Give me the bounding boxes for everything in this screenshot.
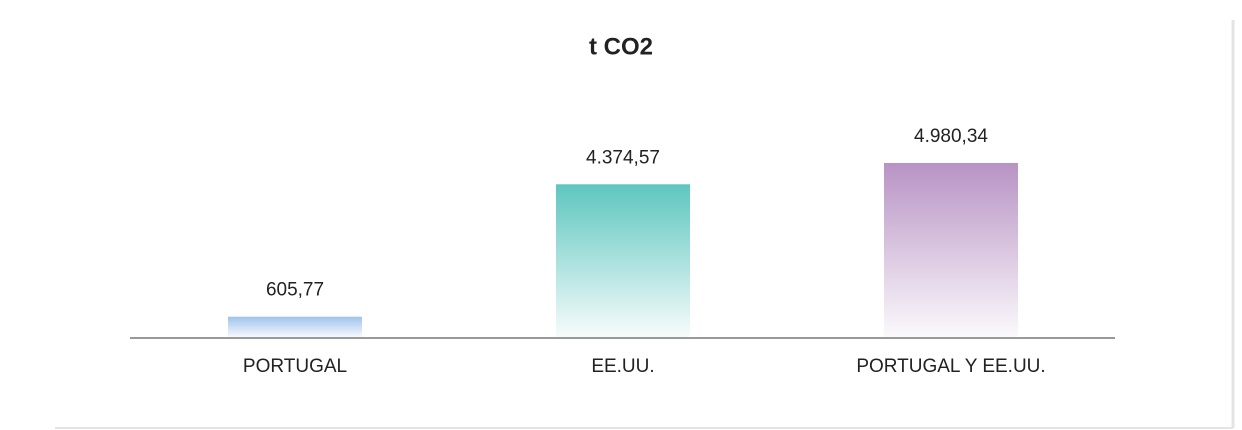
x-tick-label: PORTUGAL xyxy=(243,356,347,377)
x-tick-label: EE.UU. xyxy=(591,356,654,377)
chart-title: t CO2 xyxy=(589,33,653,60)
value-label: 4.980,34 xyxy=(914,126,988,147)
bar xyxy=(556,184,690,338)
value-label: 4.374,57 xyxy=(586,147,660,168)
bar xyxy=(228,316,362,338)
x-tick-label: PORTUGAL Y EE.UU. xyxy=(856,356,1045,377)
value-label: 605,77 xyxy=(266,280,324,301)
bar xyxy=(884,163,1018,338)
